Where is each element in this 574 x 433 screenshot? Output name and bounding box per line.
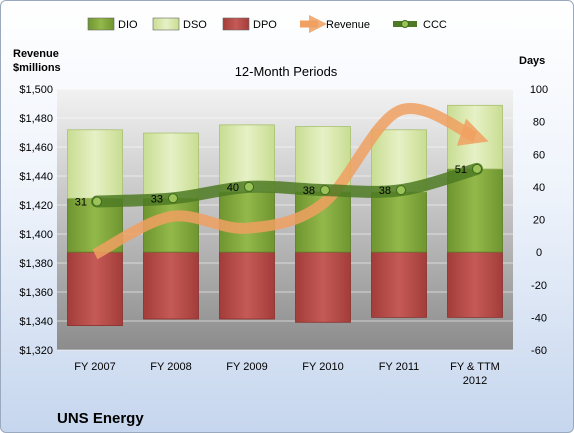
ccc-data-label: 33 [151,193,163,205]
company-name: UNS Energy [57,410,144,427]
ccc-data-label: 31 [75,197,87,209]
bar-dpo [67,251,123,326]
bar-dso [447,104,503,170]
bar-dio [67,197,123,253]
ccc-point [168,193,178,204]
bar-dpo [143,251,199,320]
legend-dso-swatch [152,17,180,31]
legend-label: Revenue [326,19,370,31]
legend-label: CCC [423,19,447,31]
right-tick-label: 20 [533,215,545,227]
ccc-data-label: 40 [227,182,239,194]
bar-dio [371,191,427,253]
left-tick-label: $1,460 [19,142,53,154]
bar-dio [447,168,503,253]
left-tick-label: $1,380 [19,258,53,270]
x-tick-label: FY 2007 [74,361,115,373]
x-tick-label: FY 2011 [379,361,420,373]
ccc-point [396,185,406,196]
legend-label: DIO [118,19,138,31]
bar-dso [219,124,275,193]
bars [67,104,503,326]
right-tick-label: 0 [536,247,542,259]
legend-label: DSO [183,19,207,31]
right-tick-label: -20 [531,280,547,292]
left-tick-label: $1,420 [19,200,53,212]
x-tick-label: FY 2010 [302,361,343,373]
right-tick-label: 40 [533,182,545,194]
left-tick-label: $1,340 [19,316,53,328]
x-tick-label: FY & TTM [450,361,500,373]
right-tick-label: 100 [530,84,548,96]
left-axis-label-1: Revenue [13,48,59,60]
bar-dpo [371,251,427,318]
bar-dso [67,129,123,199]
ccc-series: 31 33 40 38 38 51 [75,162,483,209]
ccc-point [244,181,254,192]
ccc-point [320,185,330,196]
bar-dpo [447,251,503,318]
legend-label: DPO [253,19,277,31]
bar-dpo [295,251,351,323]
ccc-line [91,162,483,208]
chart-subtitle: 12-Month Periods [235,64,338,79]
left-tick-label: $1,360 [19,287,53,299]
left-tick-label: $1,480 [19,113,53,125]
legend-dio-swatch [87,17,115,31]
legend-ccc-marker [401,20,409,28]
right-axis: -60 -40 -20 0 20 40 60 80 100 [530,84,548,357]
right-axis-label: Days [519,55,545,67]
ccc-point [472,163,482,174]
x-axis: FY 2007 FY 2008 FY 2009 FY 2010 FY 2011 FY & … [74,361,500,387]
right-tick-label: -60 [531,345,547,357]
left-axis: $1,320 $1,340 $1,360 $1,380 $1,400 $1,420 $1,4… [19,84,53,357]
left-axis-label-2: $millions [13,62,61,74]
revenue-line [92,103,489,260]
x-tick-label: FY 2008 [150,361,191,373]
left-tick-label: $1,500 [19,84,53,96]
bar-dpo [219,251,275,320]
bar-dso [143,132,199,199]
ccc-data-label: 38 [379,185,391,197]
legend: DIO DSO DPO Revenue CCC [87,14,447,34]
legend-dpo-swatch [222,17,250,31]
left-tick-label: $1,320 [19,345,53,357]
left-tick-label: $1,440 [19,171,53,183]
ccc-data-label: 51 [455,164,467,176]
ccc-data-label: 38 [303,185,315,197]
right-tick-label: 80 [533,117,545,129]
right-tick-label: 60 [533,149,545,161]
x-tick-label: 2012 [463,375,487,387]
x-tick-label: FY 2009 [226,361,267,373]
right-tick-label: -40 [531,312,547,324]
ccc-point [92,196,102,207]
revenue-series [92,103,489,260]
left-tick-label: $1,400 [19,229,53,241]
